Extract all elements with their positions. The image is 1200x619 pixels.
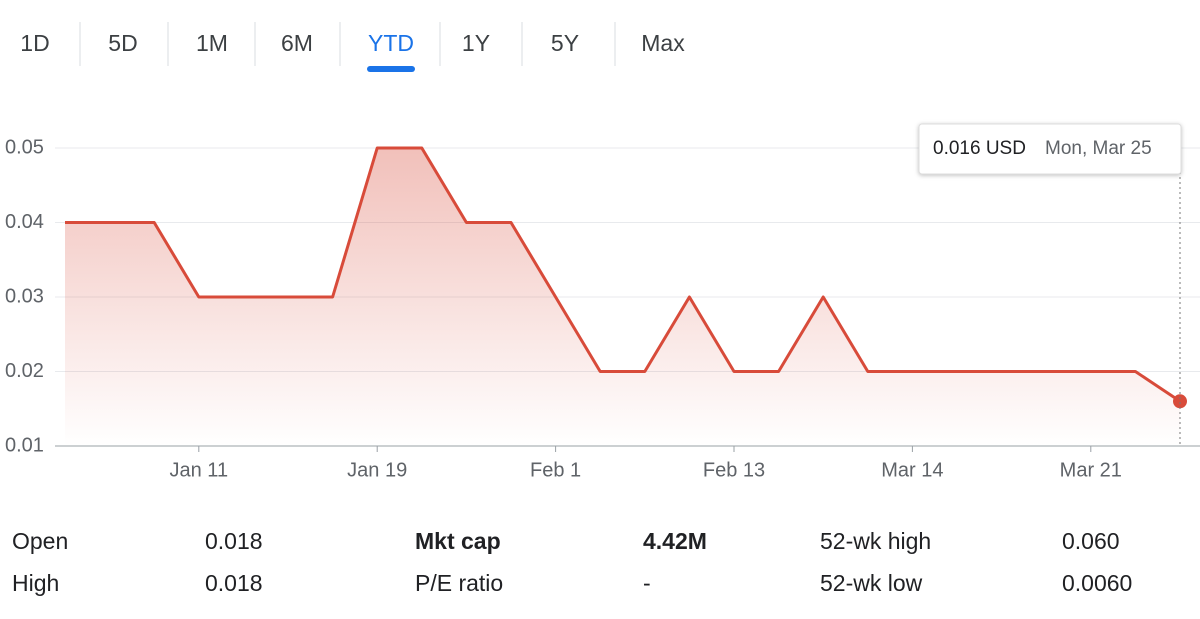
stat-label: 52-wk low [820, 570, 923, 596]
tab[interactable]: 5Y [551, 30, 579, 56]
last-point [1173, 394, 1187, 409]
stat-value: 0.018 [205, 528, 263, 554]
tab[interactable]: 1M [196, 30, 228, 56]
y-tick-label: 0.01 [5, 434, 44, 456]
x-tick-label: Feb 13 [703, 459, 765, 481]
x-tick-label: Mar 21 [1060, 459, 1122, 481]
tooltip-price: 0.016 USD [933, 138, 1026, 159]
stat-label: Open [12, 528, 68, 554]
tab[interactable]: 6M [281, 30, 313, 56]
tooltip [918, 123, 1182, 175]
y-tick-label: 0.02 [5, 360, 44, 382]
tab[interactable]: 5D [108, 30, 137, 56]
tab[interactable]: YTD [368, 30, 414, 56]
stat-label: P/E ratio [415, 570, 503, 596]
tab[interactable]: Max [641, 30, 685, 56]
x-tick-label: Jan 19 [347, 459, 407, 481]
tab[interactable]: 1Y [462, 30, 490, 56]
stat-value: 4.42M [643, 528, 707, 554]
y-tick-label: 0.04 [5, 211, 44, 233]
stat-value: 0.018 [205, 570, 263, 596]
x-tick-label: Jan 11 [170, 459, 229, 481]
stat-label: Mkt cap [415, 528, 501, 554]
stat-value: 0.0060 [1062, 570, 1132, 596]
stat-label: High [12, 570, 59, 596]
stat-label: 52-wk high [820, 528, 931, 554]
tab-indicator [367, 66, 415, 72]
tooltip-date: Mon, Mar 25 [1045, 138, 1152, 159]
x-tick-label: Mar 14 [881, 459, 943, 481]
x-tick-label: Feb 1 [530, 459, 581, 481]
stat-value: - [643, 570, 651, 596]
y-tick-label: 0.05 [5, 136, 44, 158]
price-line [65, 146, 1181, 403]
stat-value: 0.060 [1062, 528, 1120, 554]
tab[interactable]: 1D [20, 30, 49, 56]
y-tick-label: 0.03 [5, 285, 44, 307]
